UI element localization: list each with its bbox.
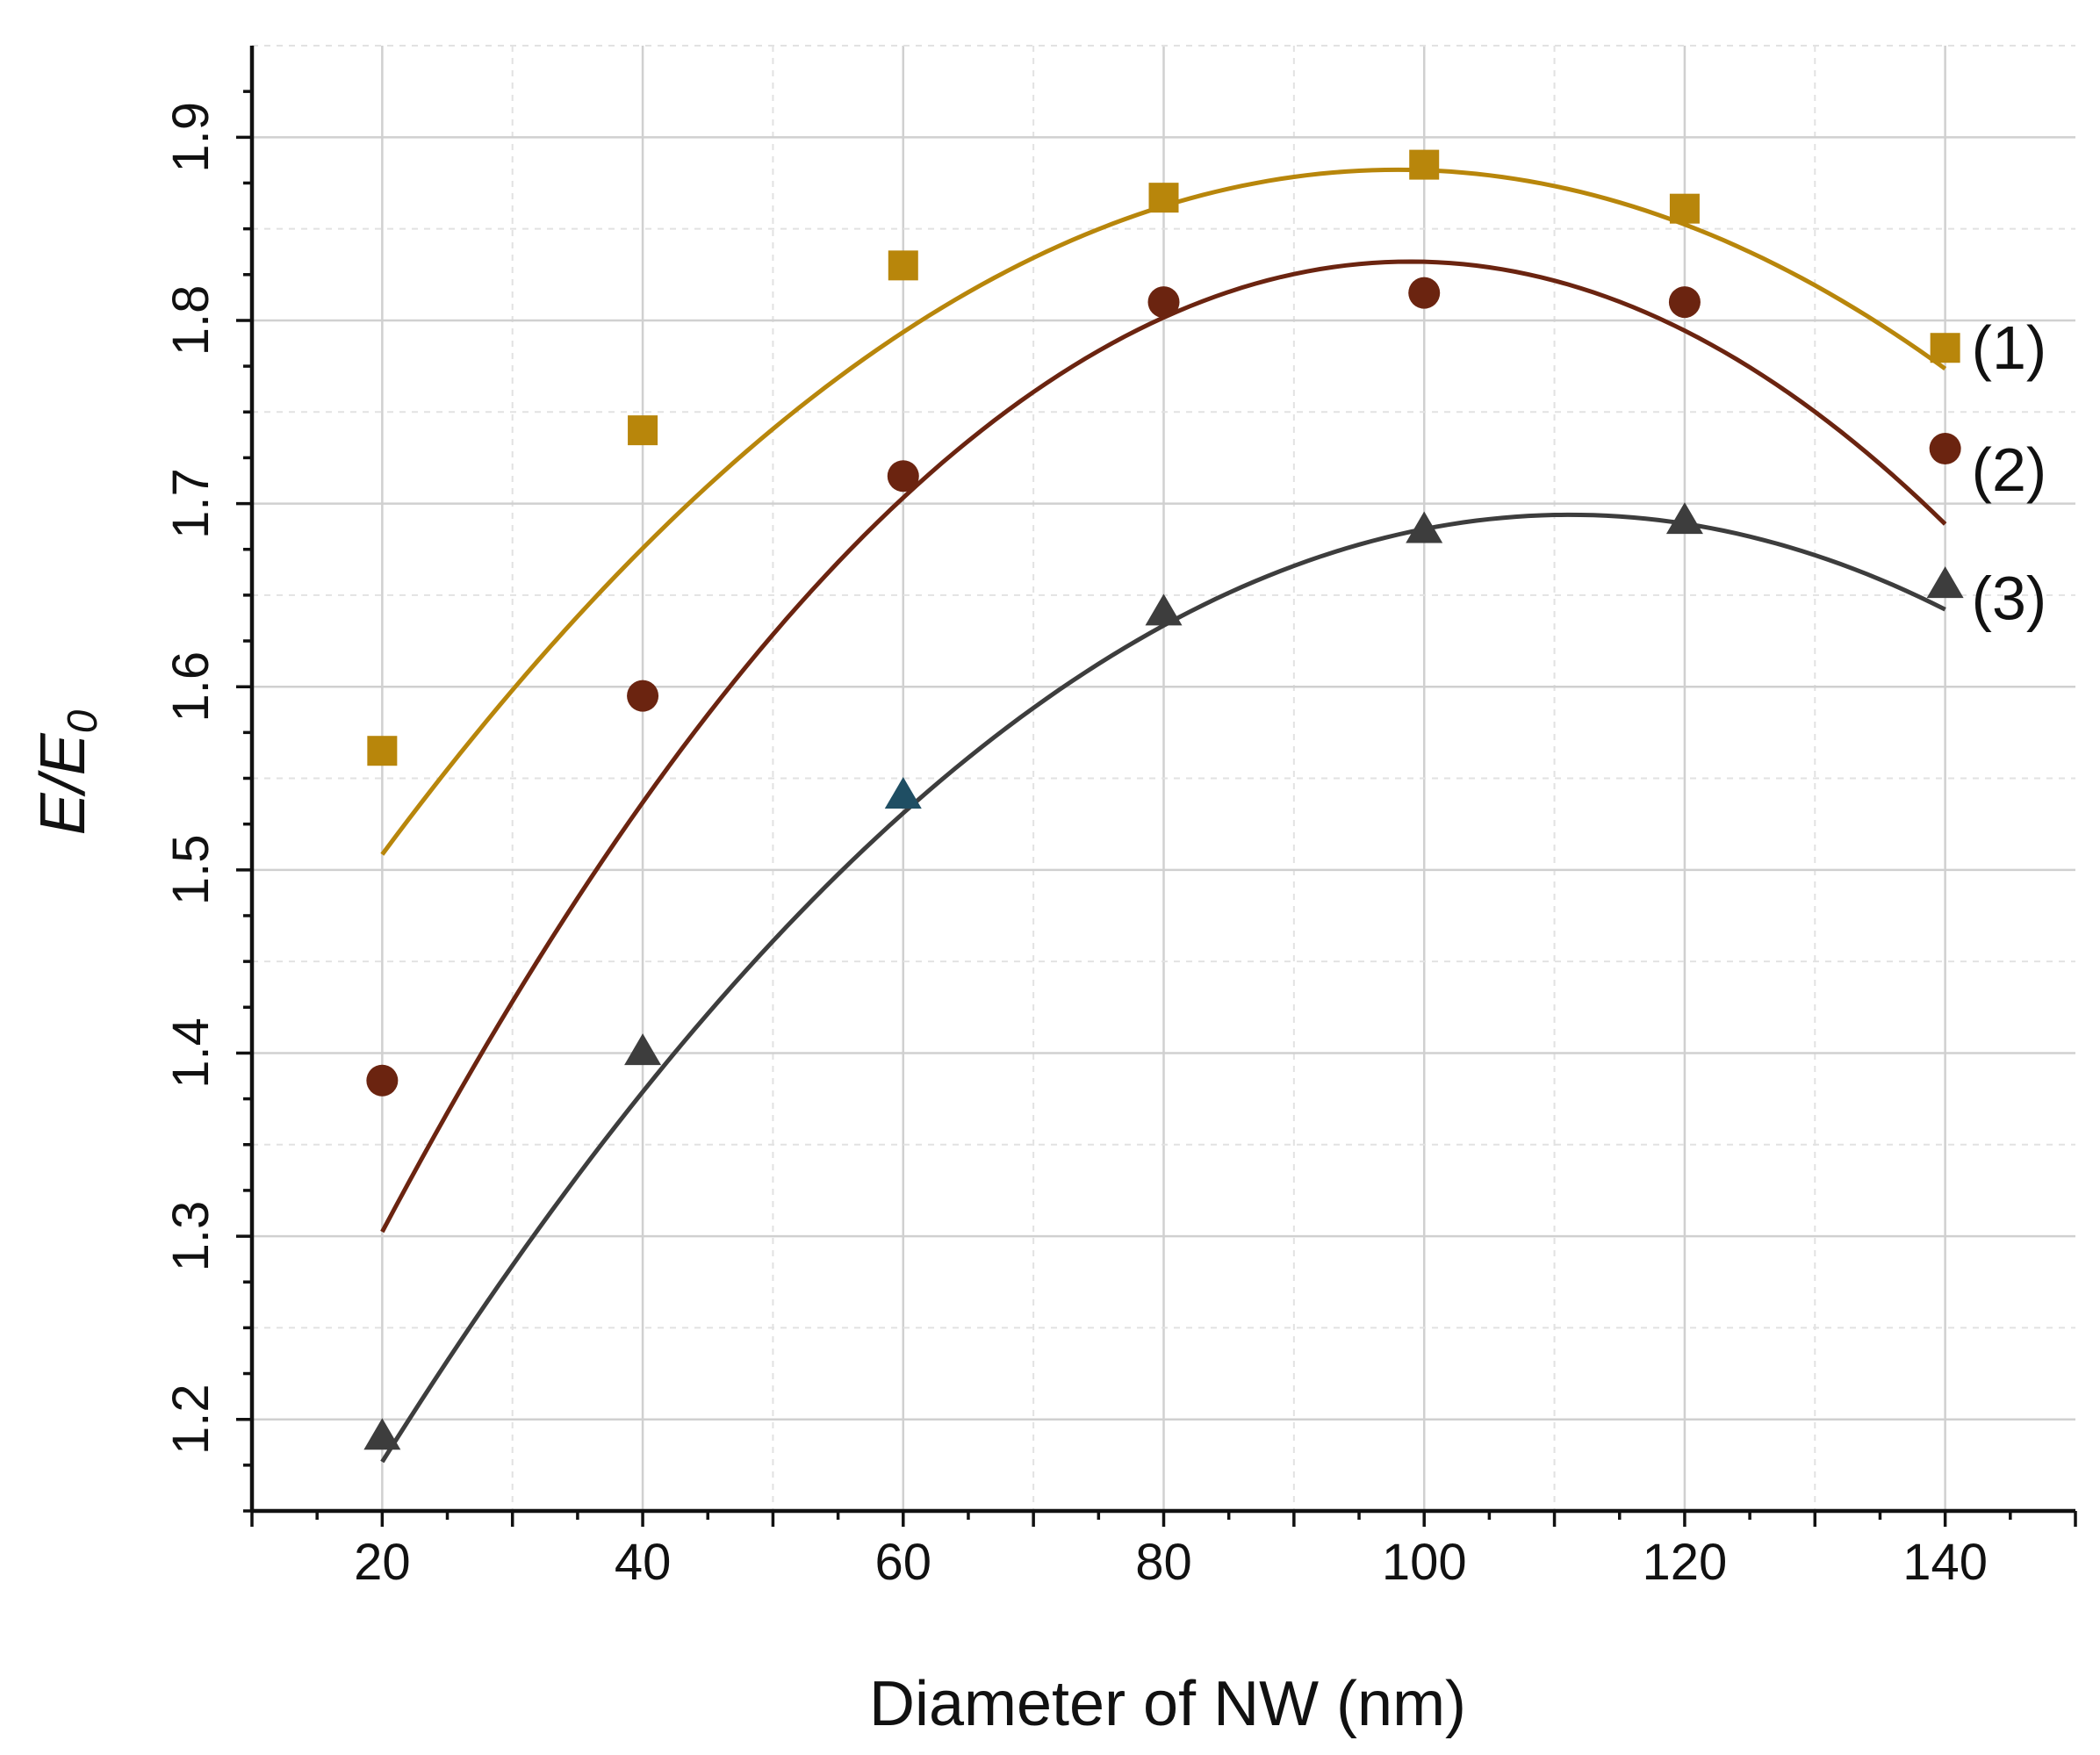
x-tick-label: 100 <box>1382 1534 1467 1591</box>
data-point-square <box>1409 149 1440 180</box>
y-tick-label: 1.9 <box>162 102 219 173</box>
y-tick-label: 1.5 <box>162 834 219 905</box>
data-point-circle <box>887 460 919 493</box>
tick-labels: 20 40 60 80 100 120 140 1.2 1.3 1.4 1.5 1.6 1.7 1.8 1.… <box>162 102 1988 1591</box>
data-point-square <box>1930 333 1960 363</box>
data-point-triangle <box>1665 502 1703 535</box>
data-point-triangle <box>1926 566 1964 599</box>
x-axis-title: Diameter of NW (nm) <box>869 1669 1466 1739</box>
series-3: (3) <box>363 502 2047 1464</box>
y-tick-label: 1.8 <box>162 285 219 356</box>
data-point-square <box>628 415 658 446</box>
x-tick-label: 20 <box>354 1534 411 1591</box>
data-point-triangle <box>1145 593 1183 626</box>
y-tick-label: 1.6 <box>162 651 219 723</box>
series-label: (3) <box>1972 564 2047 632</box>
axes <box>236 46 2077 1527</box>
data-point-square <box>888 250 918 281</box>
x-tick-label: 120 <box>1643 1534 1728 1591</box>
data-point-circle <box>1668 286 1701 319</box>
grid <box>252 45 2075 1511</box>
data-point-square <box>367 736 398 766</box>
y-tick-label: 1.2 <box>162 1384 219 1455</box>
data-point-square <box>1669 193 1700 224</box>
data-point-square <box>1148 183 1179 213</box>
y-tick-label: 1.7 <box>162 468 219 539</box>
data-point-circle <box>366 1064 399 1097</box>
data-point-triangle <box>1406 511 1443 543</box>
data-point-triangle <box>363 1418 401 1450</box>
y-axis-title-main: E/E <box>28 732 98 835</box>
data-point-circle <box>627 680 659 712</box>
x-tick-label: 140 <box>1902 1534 1988 1591</box>
series-2: (2) <box>366 259 2047 1234</box>
series-1: (1) <box>367 149 2047 856</box>
data-point-triangle <box>884 777 922 809</box>
data-point-circle <box>1929 432 1961 464</box>
x-tick-label: 80 <box>1135 1534 1192 1591</box>
series: (1) (2) (3) <box>363 149 2047 1464</box>
y-tick-label: 1.3 <box>162 1201 219 1272</box>
series-label: (1) <box>1972 313 2047 382</box>
series-label: (2) <box>1972 435 2047 504</box>
data-point-circle <box>1408 277 1441 309</box>
y-axis-title: E/E0 <box>28 709 106 835</box>
data-point-triangle <box>624 1033 662 1066</box>
y-axis-title-subscript: 0 <box>60 709 106 733</box>
x-tick-label: 60 <box>875 1534 932 1591</box>
x-tick-label: 40 <box>615 1534 672 1591</box>
y-tick-label: 1.4 <box>162 1018 219 1089</box>
data-point-circle <box>1147 286 1180 319</box>
